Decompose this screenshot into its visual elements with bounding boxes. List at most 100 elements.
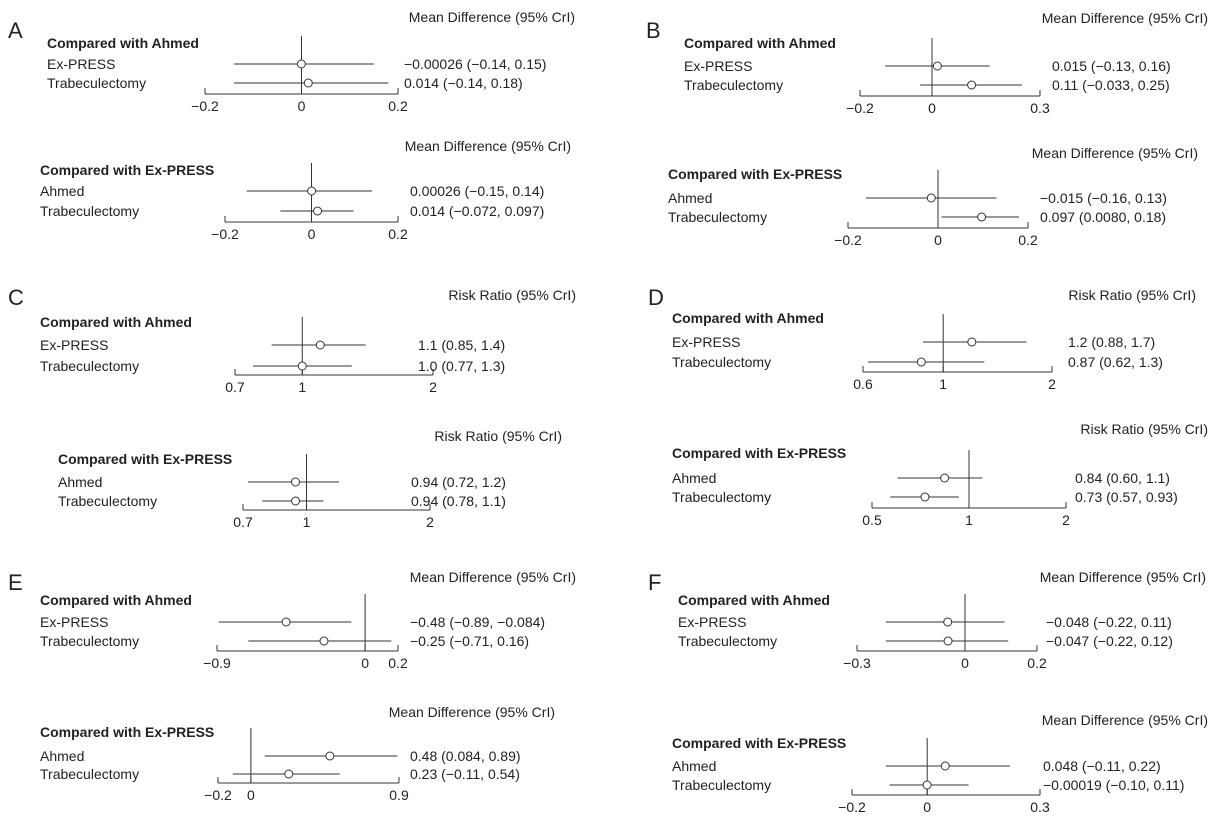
x-tick-label: 0.6 [853,376,873,392]
estimate-marker [315,340,325,350]
estimate-text: 0.11 (−0.033, 0.25) [1052,77,1170,93]
estimate-marker [940,761,950,771]
panel-header: Mean Difference (95% CrI) [409,9,575,25]
row-label: Ex-PRESS [40,614,108,630]
estimate-text: 1.0 (0.77, 1.3) [418,358,505,374]
row-label: Ahmed [672,758,716,774]
estimate-text: 0.94 (0.78, 1.1) [411,493,506,509]
x-tick-label: 0.2 [388,98,408,114]
estimate-text: 0.23 (−0.11, 0.54) [410,766,520,782]
estimate-marker [313,206,323,216]
estimate-marker [940,473,950,483]
row-label: Trabeculectomy [58,493,157,509]
estimate-text: 0.48 (0.084, 0.89) [410,748,521,764]
x-tick-label: 0 [298,98,306,114]
estimate-marker [296,59,306,69]
group-title: Compared with Ex-PRESS [40,162,214,178]
group-title: Compared with Ex-PRESS [40,724,214,740]
estimate-text: 0.014 (−0.072, 0.097) [410,203,544,219]
x-tick-label: −0.3 [843,655,871,671]
estimate-marker [922,780,932,790]
group-title: Compared with Ahmed [47,35,199,51]
estimate-marker [291,496,301,506]
group-title: Compared with Ahmed [40,592,192,608]
group-title: Compared with Ahmed [672,310,824,326]
estimate-text: 0.73 (0.57, 0.93) [1075,489,1178,505]
panel-letter: E [8,570,23,595]
x-tick-label: −0.2 [211,226,239,242]
estimate-marker [920,492,930,502]
x-tick-label: 0.2 [388,655,408,671]
panel-header: Risk Ratio (95% CrI) [448,287,576,303]
estimate-marker [281,617,291,627]
row-label: Ahmed [668,190,712,206]
panel-letter: D [648,285,664,310]
row-label: Ex-PRESS [47,56,115,72]
row-label: Ahmed [58,474,102,490]
row-label: Trabeculectomy [672,489,771,505]
estimate-marker [977,212,987,222]
x-tick-label: 0 [308,226,316,242]
group-title: Compared with Ahmed [678,592,830,608]
group-title: Compared with Ex-PRESS [668,166,842,182]
row-label: Trabeculectomy [40,358,139,374]
row-label: Ex-PRESS [672,334,740,350]
estimate-marker [307,186,317,196]
panel-header: Risk Ratio (95% CrI) [1068,287,1196,303]
x-tick-label: 1 [298,379,306,395]
estimate-marker [319,636,329,646]
estimate-text: −0.48 (−0.89, −0.084) [410,614,545,630]
row-label: Trabeculectomy [684,77,783,93]
row-label: Ex-PRESS [40,337,108,353]
x-tick-label: −0.2 [204,787,232,803]
x-tick-label: 2 [1048,376,1056,392]
group-header: Mean Difference (95% CrI) [405,138,571,154]
estimate-text: −0.00019 (−0.10, 0.11) [1043,777,1184,793]
x-tick-label: 0 [934,232,942,248]
x-tick-label: 1 [303,514,311,530]
x-tick-label: 0 [361,655,369,671]
row-label: Ahmed [672,470,716,486]
group-header: Risk Ratio (95% CrI) [1080,421,1208,437]
x-tick-label: 0.2 [1018,232,1038,248]
estimate-marker [297,361,307,371]
estimate-text: 0.015 (−0.13, 0.16) [1052,58,1171,74]
x-tick-label: −0.9 [203,655,231,671]
estimate-text: −0.048 (−0.22, 0.11) [1046,614,1172,630]
row-label: Trabeculectomy [672,777,771,793]
row-label: Trabeculectomy [672,354,771,370]
x-tick-label: 0.3 [1030,799,1050,815]
estimate-text: 0.00026 (−0.15, 0.14) [410,183,544,199]
x-tick-label: 0.2 [388,226,408,242]
x-tick-label: −0.2 [846,100,874,116]
estimate-marker [325,751,335,761]
row-label: Trabeculectomy [40,766,139,782]
estimate-marker [291,477,301,487]
row-label: Trabeculectomy [40,203,139,219]
estimate-text: 1.2 (0.88, 1.7) [1068,334,1155,350]
x-tick-label: 2 [429,379,437,395]
x-tick-label: 0 [923,799,931,815]
x-tick-label: 0.3 [1030,100,1050,116]
row-label: Trabeculectomy [668,209,767,225]
estimate-text: 0.94 (0.72, 1.2) [411,474,506,490]
x-tick-label: 2 [426,514,434,530]
panel-letter: F [648,570,661,595]
x-tick-label: 0.7 [225,379,245,395]
x-tick-label: 1 [939,376,947,392]
group-title: Compared with Ahmed [684,35,836,51]
estimate-text: 0.87 (0.62, 1.3) [1068,354,1163,370]
x-tick-label: 0 [928,100,936,116]
estimate-marker [967,337,977,347]
row-label: Ahmed [40,183,84,199]
row-label: Trabeculectomy [678,633,777,649]
x-tick-label: −0.2 [834,232,862,248]
panel-header: Mean Difference (95% CrI) [410,569,576,585]
row-label: Ex-PRESS [684,58,752,74]
x-tick-label: 1 [965,512,973,528]
estimate-marker [943,636,953,646]
x-tick-label: 0 [961,655,969,671]
estimate-marker [303,78,313,88]
row-label: Ahmed [40,748,84,764]
